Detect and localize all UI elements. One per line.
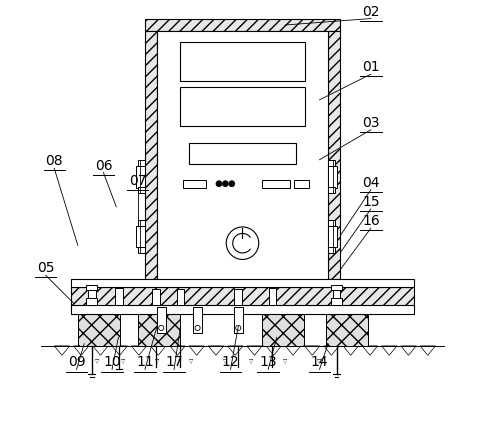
Bar <box>327 187 334 193</box>
Bar <box>327 247 334 252</box>
Bar <box>71 305 413 314</box>
Circle shape <box>158 326 164 331</box>
Text: ▽: ▽ <box>317 359 321 364</box>
Bar <box>182 180 206 187</box>
Bar <box>327 220 334 226</box>
Text: 16: 16 <box>361 214 379 228</box>
Text: 11: 11 <box>136 356 153 369</box>
Text: 10: 10 <box>103 356 121 369</box>
Bar <box>327 160 334 166</box>
Polygon shape <box>323 346 338 355</box>
Polygon shape <box>112 346 127 355</box>
Circle shape <box>222 181 228 187</box>
Bar <box>71 279 413 287</box>
Polygon shape <box>227 346 242 355</box>
Polygon shape <box>74 346 89 355</box>
Circle shape <box>235 326 240 331</box>
Bar <box>331 285 342 290</box>
Polygon shape <box>285 346 300 355</box>
Polygon shape <box>362 346 377 355</box>
Bar <box>137 187 145 193</box>
Text: ▽: ▽ <box>248 359 253 364</box>
Bar <box>327 31 339 280</box>
Bar <box>193 307 202 333</box>
Bar <box>268 288 276 305</box>
Bar <box>77 314 120 346</box>
Polygon shape <box>131 346 146 355</box>
Bar <box>115 288 123 305</box>
Bar <box>293 180 308 187</box>
Text: ▽: ▽ <box>95 359 99 364</box>
Bar <box>261 180 289 187</box>
Text: 02: 02 <box>362 5 379 18</box>
Text: 14: 14 <box>310 356 328 369</box>
Polygon shape <box>150 346 166 355</box>
Polygon shape <box>419 346 435 355</box>
Text: 05: 05 <box>37 261 54 275</box>
Circle shape <box>215 181 222 187</box>
Polygon shape <box>246 346 262 355</box>
Text: ▽: ▽ <box>154 359 159 364</box>
Polygon shape <box>169 346 185 355</box>
Bar <box>71 287 413 307</box>
Circle shape <box>228 181 234 187</box>
Bar <box>157 31 327 280</box>
Text: 12: 12 <box>221 356 239 369</box>
Polygon shape <box>266 346 281 355</box>
Bar <box>180 87 304 126</box>
Text: 01: 01 <box>361 60 379 74</box>
Polygon shape <box>54 346 70 355</box>
Polygon shape <box>92 346 108 355</box>
Polygon shape <box>381 346 396 355</box>
Bar <box>137 314 179 346</box>
Polygon shape <box>189 346 204 355</box>
Text: ▽: ▽ <box>121 359 124 364</box>
Bar <box>325 314 367 346</box>
Bar <box>137 220 145 226</box>
Bar <box>332 290 340 298</box>
Polygon shape <box>400 346 415 355</box>
Bar <box>327 166 337 187</box>
Bar <box>327 226 337 248</box>
Text: 09: 09 <box>68 356 85 369</box>
Bar <box>261 314 303 346</box>
Polygon shape <box>304 346 319 355</box>
Text: 08: 08 <box>45 154 63 168</box>
Text: 06: 06 <box>94 159 112 172</box>
Text: ▽: ▽ <box>189 359 193 364</box>
Bar <box>156 307 166 333</box>
Text: ▽: ▽ <box>223 359 227 364</box>
Bar <box>135 226 145 248</box>
Text: 04: 04 <box>362 176 379 190</box>
Text: 07: 07 <box>129 174 146 187</box>
Circle shape <box>226 227 258 259</box>
Text: 17: 17 <box>165 356 182 369</box>
Bar <box>152 289 160 305</box>
Bar <box>86 298 97 305</box>
Polygon shape <box>342 346 358 355</box>
Bar <box>180 42 304 80</box>
Text: ▽: ▽ <box>283 359 287 364</box>
Bar <box>145 19 339 31</box>
Bar <box>145 31 157 280</box>
Bar <box>88 290 95 298</box>
Polygon shape <box>208 346 223 355</box>
Bar <box>234 289 242 305</box>
Text: 13: 13 <box>259 356 276 369</box>
Bar <box>135 166 145 187</box>
Bar <box>86 285 97 290</box>
Bar <box>137 160 145 166</box>
Bar <box>189 143 295 164</box>
Bar <box>137 247 145 252</box>
Text: 03: 03 <box>362 116 379 130</box>
Bar <box>233 307 242 333</box>
Text: 15: 15 <box>361 195 379 209</box>
Bar <box>176 289 184 305</box>
Bar <box>331 298 342 305</box>
Circle shape <box>195 326 200 331</box>
